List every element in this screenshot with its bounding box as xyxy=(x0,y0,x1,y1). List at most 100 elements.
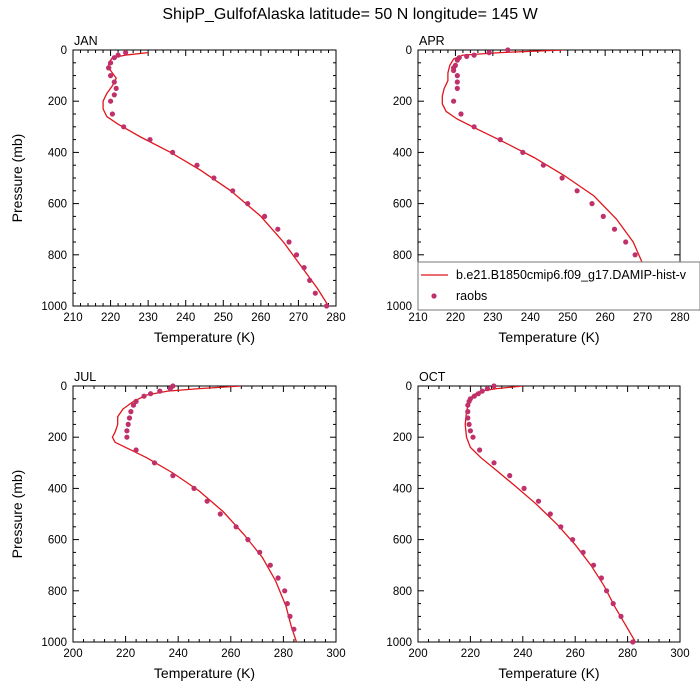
y-tick-label: 800 xyxy=(393,250,412,262)
y-tick-label: 400 xyxy=(393,483,412,495)
x-axis-label: Temperature (K) xyxy=(154,329,255,345)
raobs-point xyxy=(108,73,114,79)
raobs-point xyxy=(471,393,477,399)
raobs-point xyxy=(454,79,460,85)
raobs-point xyxy=(157,388,163,394)
x-tick-label: 200 xyxy=(63,648,82,660)
raobs-point xyxy=(113,85,119,91)
raobs-point xyxy=(589,201,595,207)
raobs-point xyxy=(475,391,481,397)
raobs-point xyxy=(275,226,281,232)
raobs-point xyxy=(230,188,236,194)
raobs-point xyxy=(465,415,471,421)
raobs-point xyxy=(111,92,117,98)
legend-model-label: b.e21.B1850cmip6.f09_g17.DAMIP-hist-v xyxy=(456,268,687,282)
y-tick-label: 200 xyxy=(393,96,412,108)
raobs-point xyxy=(286,239,292,245)
panel-label: JUL xyxy=(74,370,96,384)
plot-frame xyxy=(72,49,337,307)
raobs-point xyxy=(580,549,586,556)
panel-label: APR xyxy=(419,34,445,48)
raobs-point xyxy=(147,137,153,143)
raobs-point xyxy=(167,386,173,392)
raobs-point xyxy=(130,402,137,408)
raobs-point xyxy=(191,485,197,491)
raobs-point xyxy=(267,562,273,568)
raobs-point xyxy=(275,575,281,581)
y-tick-label: 600 xyxy=(48,535,67,547)
raobs-point xyxy=(600,213,606,219)
raobs-point xyxy=(170,473,176,479)
raobs-point xyxy=(454,85,460,91)
raobs-point xyxy=(454,57,460,63)
raobs-point xyxy=(106,65,112,71)
raobs-point xyxy=(618,613,624,620)
x-axis-label: Temperature (K) xyxy=(498,665,599,681)
x-tick-label: 300 xyxy=(670,648,689,660)
x-tick-label: 260 xyxy=(596,312,615,324)
x-tick-label: 220 xyxy=(116,648,135,660)
raobs-point xyxy=(598,575,605,581)
raobs-point xyxy=(257,549,263,556)
y-axis-label: Pressure (mb) xyxy=(9,470,25,559)
y-tick-label: 0 xyxy=(406,45,412,57)
y-tick-label: 400 xyxy=(48,147,67,159)
raobs-point xyxy=(111,55,117,61)
raobs-point xyxy=(204,498,210,504)
raobs-point xyxy=(520,149,526,155)
raobs-point xyxy=(151,460,158,466)
raobs-point xyxy=(521,485,527,491)
x-tick-label: 300 xyxy=(326,648,345,660)
model-profile-line xyxy=(111,386,298,642)
raobs-point xyxy=(464,53,470,60)
x-axis-label: Temperature (K) xyxy=(498,329,599,345)
x-tick-label: 240 xyxy=(176,312,195,324)
raobs-point xyxy=(262,213,268,219)
raobs-point xyxy=(570,537,576,543)
x-tick-label: 260 xyxy=(221,648,240,660)
raobs-point xyxy=(293,252,300,258)
raobs-point xyxy=(148,391,154,397)
raobs-point xyxy=(574,188,580,194)
y-tick-label: 200 xyxy=(48,432,67,444)
panel-oct: 200 220 240 260 280 300 0 200 400 600 800 1000 OCT Te… xyxy=(386,370,689,681)
panels: 210 220 230 240 250 260 270 280 0 200 400 600 800 100… xyxy=(9,34,690,681)
legend-obs-label: raobs xyxy=(456,289,487,303)
y-tick-label: 0 xyxy=(61,45,67,57)
y-tick-label: 200 xyxy=(393,432,412,444)
raobs-point xyxy=(451,98,457,104)
y-tick-label: 1000 xyxy=(41,637,67,649)
x-tick-label: 230 xyxy=(483,312,502,324)
raobs-point xyxy=(128,409,134,415)
raobs-point xyxy=(125,421,131,427)
raobs-point xyxy=(630,639,636,645)
raobs-point xyxy=(497,137,503,143)
x-tick-label: 280 xyxy=(618,648,637,660)
y-tick-label: 600 xyxy=(393,535,412,547)
y-tick-label: 800 xyxy=(393,586,412,598)
raobs-point xyxy=(233,524,239,530)
raobs-point xyxy=(547,511,553,517)
raobs-point xyxy=(170,149,176,155)
raobs-point xyxy=(466,421,472,427)
raobs-point xyxy=(301,265,307,271)
raobs-point xyxy=(491,383,497,389)
raobs-point xyxy=(465,402,471,408)
y-tick-label: 0 xyxy=(406,381,412,393)
raobs-point xyxy=(604,588,610,594)
raobs-point xyxy=(111,79,117,85)
raobs-point xyxy=(451,67,457,74)
raobs-point xyxy=(590,562,597,568)
y-tick-label: 1000 xyxy=(386,301,412,313)
raobs-point xyxy=(133,447,139,453)
y-tick-label: 600 xyxy=(393,199,412,211)
y-tick-label: 400 xyxy=(48,483,67,495)
raobs-point xyxy=(245,537,251,543)
raobs-point xyxy=(312,290,318,296)
x-tick-label: 260 xyxy=(566,648,585,660)
raobs-point xyxy=(109,111,115,117)
x-tick-label: 240 xyxy=(513,648,532,660)
x-tick-label: 240 xyxy=(169,648,188,660)
legend-box xyxy=(417,261,700,311)
